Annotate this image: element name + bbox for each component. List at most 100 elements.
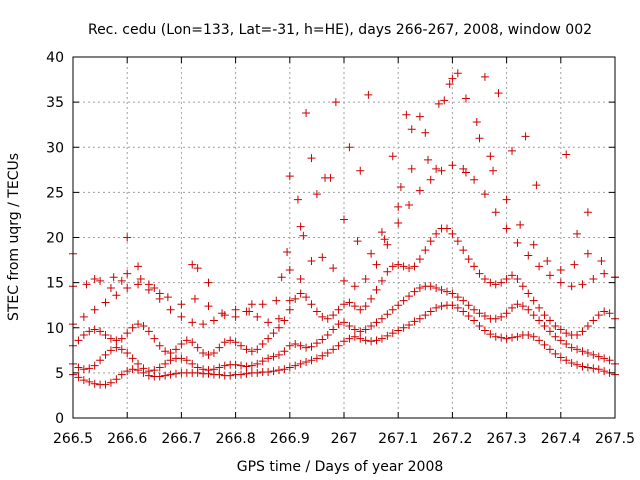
data-point [144, 327, 153, 336]
data-point [291, 339, 300, 348]
data-point [285, 296, 294, 305]
data-point [296, 275, 305, 284]
data-point [85, 364, 94, 373]
data-point [372, 260, 381, 269]
data-point [264, 354, 273, 363]
data-point [253, 368, 262, 377]
data-point [285, 305, 294, 314]
data-point [513, 332, 522, 341]
data-point [188, 260, 197, 269]
data-point [410, 317, 419, 326]
y-tick-label: 10 [46, 321, 64, 337]
data-point [394, 326, 403, 335]
data-point [150, 334, 159, 343]
data-point [356, 327, 365, 336]
data-point [74, 363, 83, 372]
data-point [513, 275, 522, 284]
data-point [480, 312, 489, 321]
data-point [367, 249, 376, 258]
data-point [399, 296, 408, 305]
data-point [258, 300, 267, 309]
data-point [502, 224, 511, 233]
data-point [551, 349, 560, 358]
data-point [583, 249, 592, 258]
data-point [367, 294, 376, 303]
x-axis-label: GPS time / Days of year 2008 [237, 459, 444, 475]
data-point [535, 336, 544, 345]
data-point [421, 128, 430, 137]
data-point [377, 314, 386, 323]
data-point [242, 345, 251, 354]
data-point [377, 334, 386, 343]
data-point [307, 356, 316, 365]
data-point [177, 312, 186, 321]
data-point [274, 314, 283, 323]
data-point [280, 316, 289, 325]
data-point [361, 336, 370, 345]
data-point [237, 370, 246, 379]
data-point [106, 334, 115, 343]
data-point [540, 340, 549, 349]
data-point [350, 302, 359, 311]
data-point [486, 330, 495, 339]
data-point [106, 378, 115, 387]
data-point [545, 327, 554, 336]
data-point [136, 275, 145, 284]
data-point [445, 80, 454, 89]
data-point [551, 332, 560, 341]
data-point [90, 379, 99, 388]
y-tick-label: 35 [46, 95, 64, 111]
data-point [296, 222, 305, 231]
x-tick-label: 266.6 [107, 431, 147, 447]
data-point [85, 377, 94, 386]
data-point [421, 311, 430, 320]
data-point [600, 307, 609, 316]
data-point [556, 265, 565, 274]
data-point [299, 231, 308, 240]
data-point [415, 186, 424, 195]
data-point [440, 96, 449, 105]
data-point [491, 280, 500, 289]
data-point [340, 318, 348, 327]
data-point [497, 312, 506, 321]
data-point [567, 358, 576, 367]
data-point [318, 335, 327, 344]
data-point [497, 278, 506, 287]
data-point [199, 365, 208, 374]
data-point [161, 359, 170, 368]
data-point [470, 175, 479, 184]
axis-ticks: 266.5 266.6 266.7 266.8 266.9 267 267.1 267.2 26… [46, 50, 635, 447]
data-point [277, 273, 286, 282]
data-point [79, 376, 88, 385]
data-point [318, 351, 327, 360]
data-point [350, 332, 359, 341]
data-point [218, 309, 227, 318]
data-point [464, 312, 473, 321]
data-point [302, 358, 311, 367]
data-point [432, 284, 441, 293]
data-point [383, 267, 392, 276]
data-point [331, 98, 340, 107]
data-point [367, 321, 376, 330]
data-point [486, 152, 495, 161]
data-point [353, 237, 362, 246]
data-point [285, 363, 294, 372]
data-point [161, 347, 170, 356]
data-point [562, 150, 571, 159]
data-point [570, 260, 579, 269]
data-point [556, 325, 565, 334]
data-point [231, 312, 240, 321]
data-point [394, 301, 403, 310]
data-point [128, 365, 137, 374]
data-point [605, 309, 614, 318]
data-point [329, 325, 338, 334]
data-point [166, 356, 175, 365]
data-point [334, 341, 343, 350]
data-point [79, 365, 88, 374]
y-tick-label: 20 [46, 231, 64, 247]
data-point [329, 311, 338, 320]
data-point [453, 293, 462, 302]
data-point [480, 72, 489, 81]
data-point [361, 325, 370, 334]
